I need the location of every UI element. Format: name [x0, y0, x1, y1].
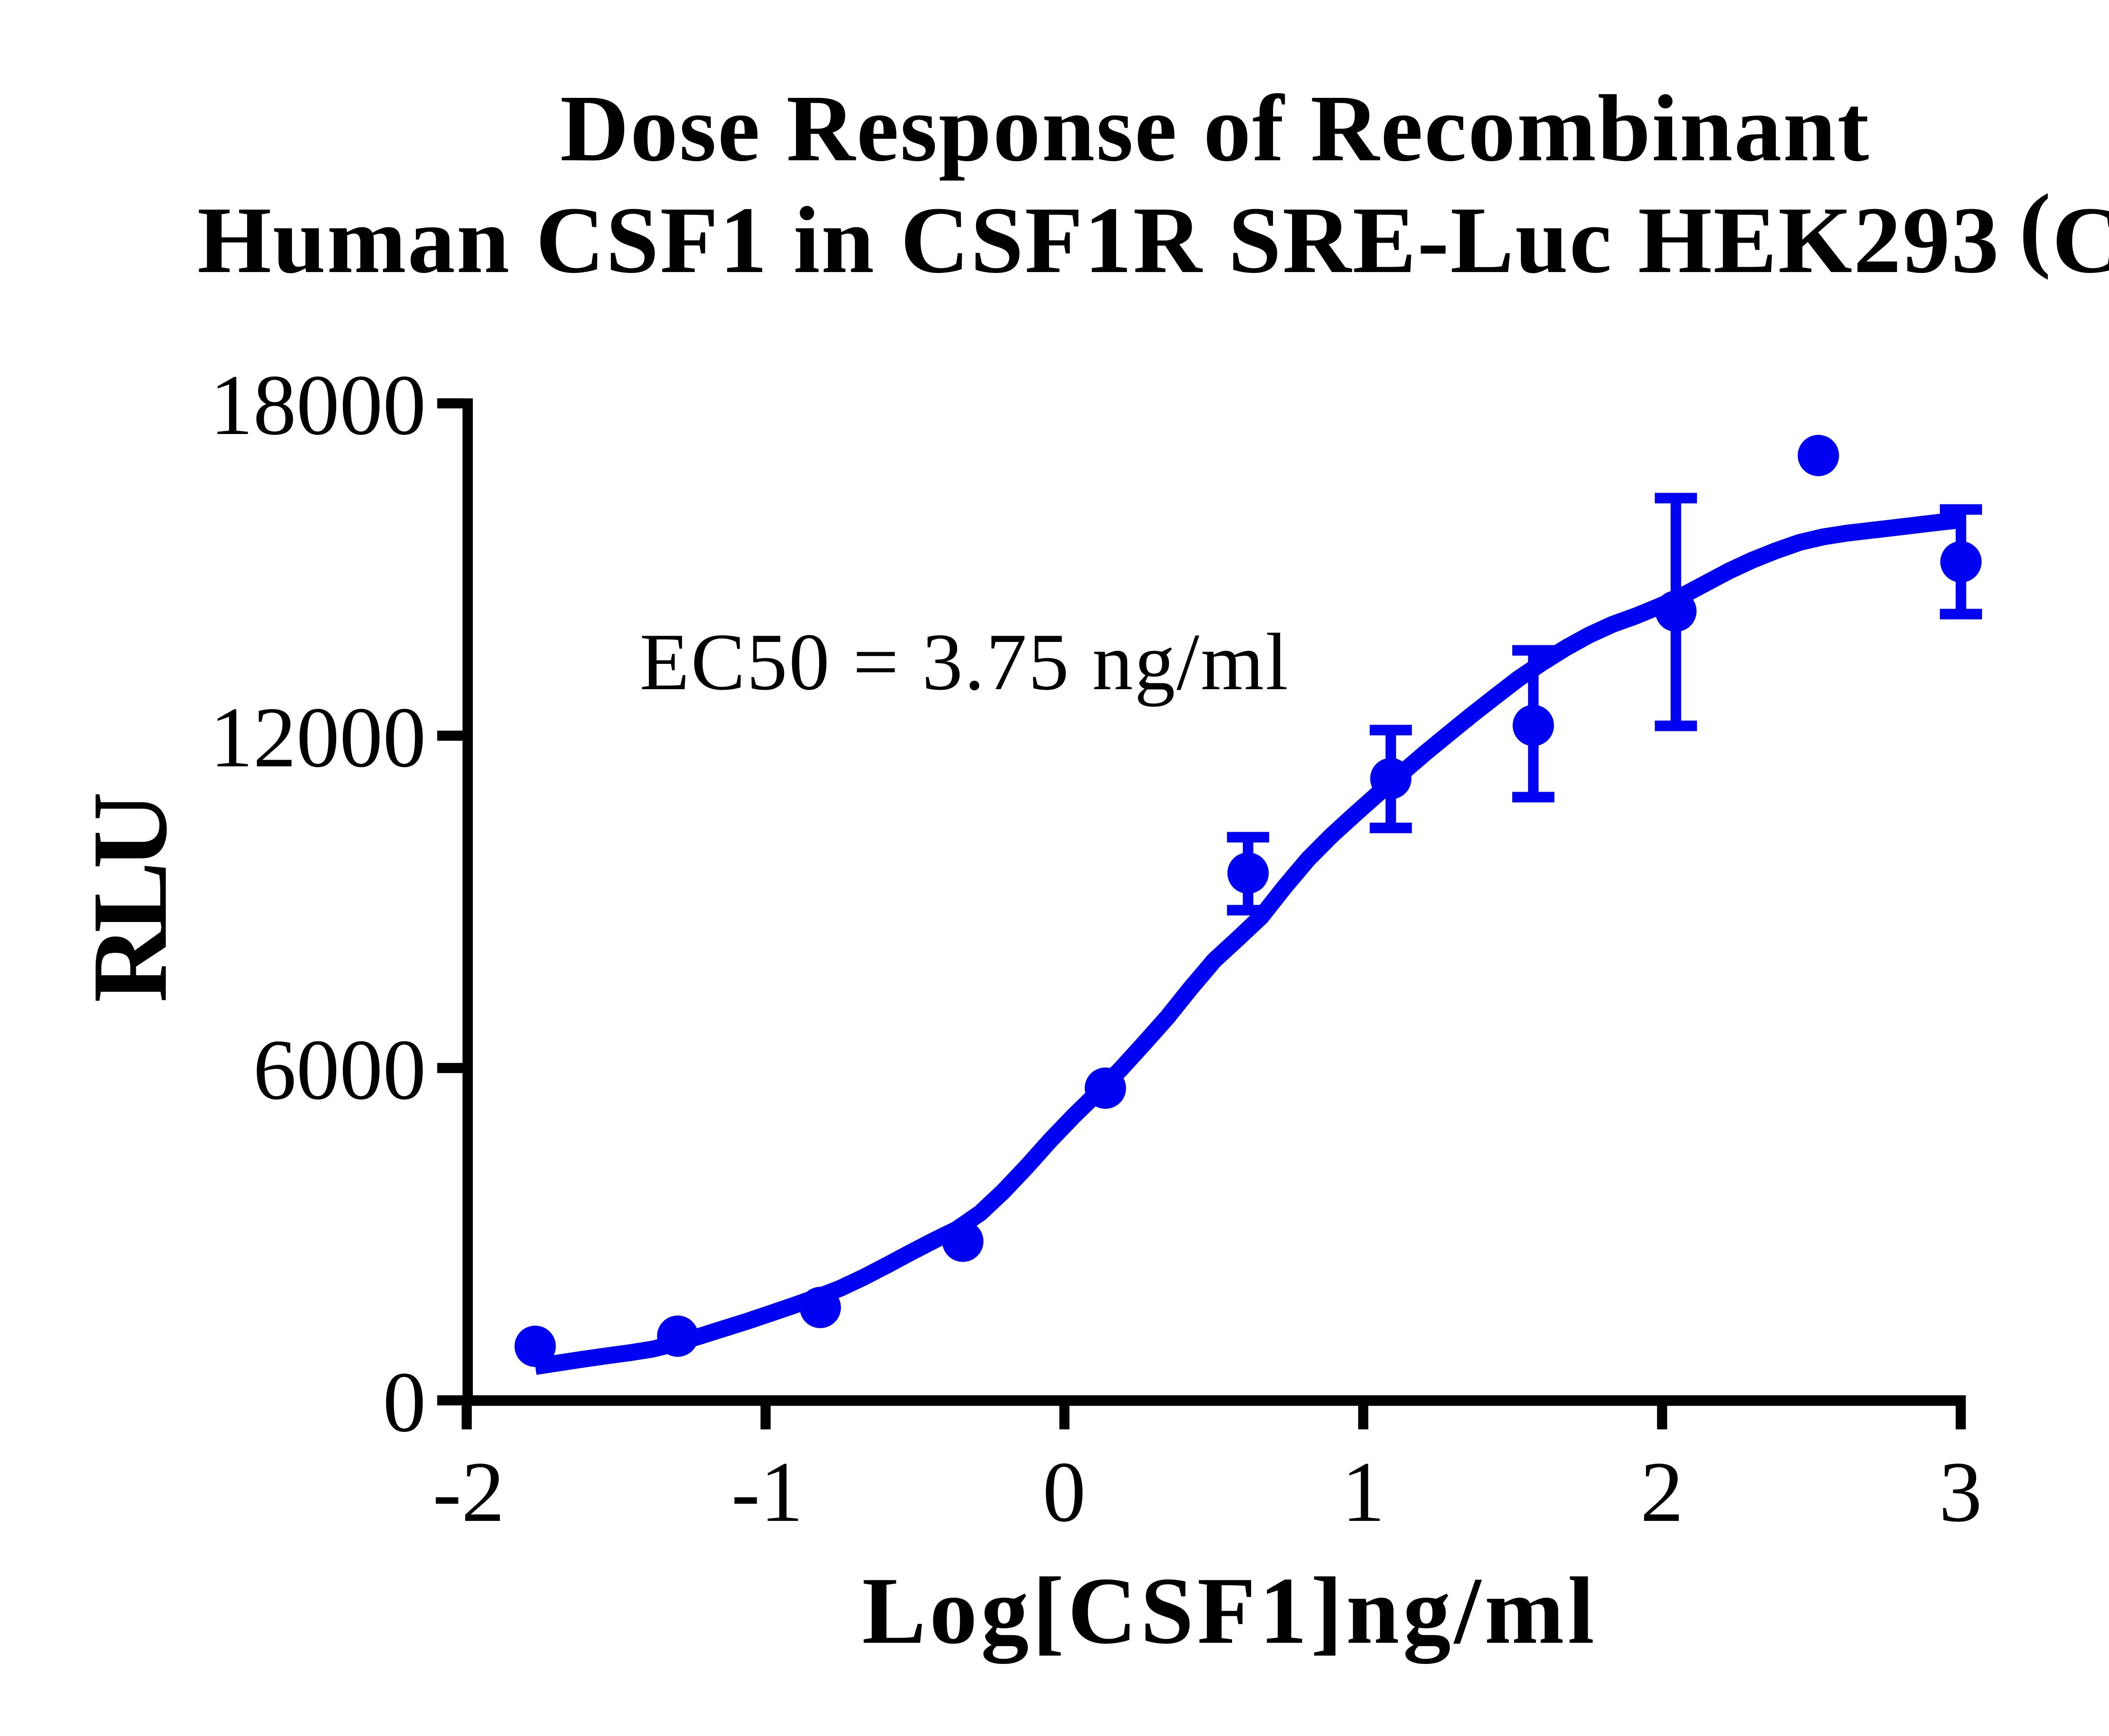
svg-text:12000: 12000 — [210, 690, 426, 785]
svg-text:-2: -2 — [433, 1444, 505, 1540]
svg-text:-1: -1 — [731, 1444, 804, 1540]
svg-text:EC50 = 3.75 ng/ml: EC50 = 3.75 ng/ml — [640, 617, 1290, 707]
svg-text:RLU: RLU — [70, 794, 189, 1003]
svg-text:2: 2 — [1640, 1444, 1684, 1540]
svg-text:Human CSF1 in CSF1R SRE-Luc HE: Human CSF1 in CSF1R SRE-Luc HEK293(C2) — [197, 175, 2109, 293]
svg-text:Dose Response of Recombinant: Dose Response of Recombinant — [560, 75, 1870, 181]
svg-text:1: 1 — [1342, 1444, 1385, 1540]
svg-text:18000: 18000 — [210, 357, 426, 453]
svg-text:Log[CSF1]ng/ml: Log[CSF1]ng/ml — [862, 1558, 1598, 1664]
svg-text:0: 0 — [1043, 1444, 1086, 1540]
svg-text:6000: 6000 — [253, 1022, 426, 1118]
svg-text:3: 3 — [1939, 1444, 1982, 1540]
svg-text:0: 0 — [383, 1354, 426, 1450]
